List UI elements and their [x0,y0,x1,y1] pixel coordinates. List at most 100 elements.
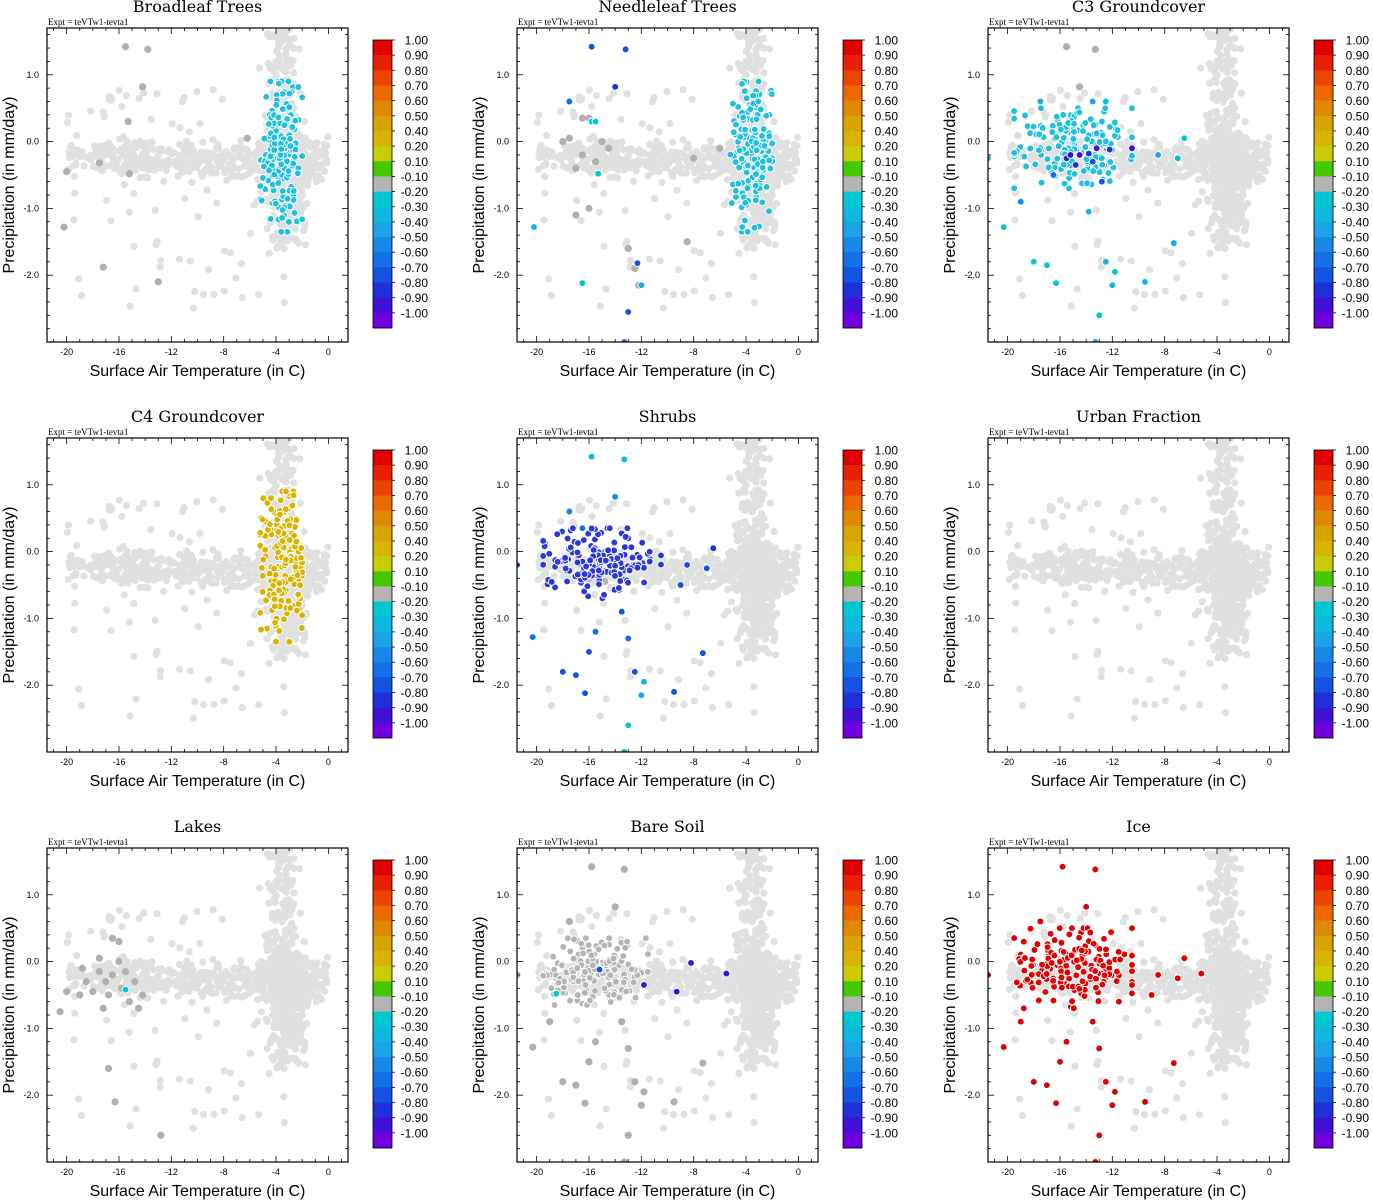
cluster-point [289,159,298,168]
background-point [708,293,717,302]
colorbar: 1.000.900.800.700.600.500.400.200.10-0.1… [372,34,428,329]
colorbar-label: -0.40 [1342,215,1370,229]
background-point [89,162,97,171]
background-point [1264,142,1272,150]
background-point [303,199,311,208]
colored-point [1173,154,1182,163]
gray-point [243,134,251,142]
background-point [1244,199,1252,208]
background-point [1242,149,1250,157]
background-point [1210,134,1218,143]
cluster-point [1128,151,1136,160]
background-point [739,236,747,244]
background-point [71,172,79,180]
background-point [782,177,790,186]
background-point [696,249,704,257]
background-point [600,242,608,250]
background-point [700,146,708,154]
background-point [315,152,323,160]
background-point [323,552,331,560]
background-point [291,225,300,233]
background-point [1077,161,1085,169]
colorbar-label: 0.10 [1346,155,1370,169]
colorbar-swatch [1314,267,1333,283]
background-point [80,162,88,170]
background-point [1229,83,1237,91]
cluster-point [285,218,293,226]
background-point [273,244,281,252]
background-point [226,249,234,257]
background-point [550,162,558,170]
colored-point [1101,97,1110,106]
background-point [147,115,155,123]
background-point [100,111,108,120]
cluster-point [283,115,291,123]
background-point [1167,249,1175,257]
colored-point [1036,97,1045,106]
cluster-point [1097,154,1106,163]
cluster-point [259,174,267,182]
background-point [272,47,280,55]
colorbar-swatch [843,146,862,162]
cluster-point [266,152,275,161]
background-point [214,550,222,558]
background-point [1207,118,1216,126]
background-point [295,45,304,53]
background-point [238,293,247,302]
background-point [760,69,768,77]
background-point [150,573,158,581]
x-axis-label: Surface Air Temperature (in C) [1031,363,1247,380]
cluster-point [751,196,760,205]
background-point [575,96,583,104]
background-point [321,158,329,167]
background-point [652,137,661,145]
background-point [690,168,699,176]
background-point [228,158,236,166]
y-tick-label: -2.0 [964,270,980,280]
background-point [182,547,191,555]
background-point [1161,287,1169,295]
cluster-point [1083,135,1091,144]
background-point [758,83,766,91]
background-point [715,153,723,161]
colorbar-label: 0.50 [1346,109,1370,123]
background-point [1171,146,1179,154]
background-point [1179,173,1187,181]
background-point [264,59,272,68]
gray-point [624,244,632,253]
x-tick-label: -8 [220,347,228,357]
points-layer [60,28,332,312]
background-point [245,153,253,161]
background-point [698,153,706,161]
background-point [109,566,118,574]
y-tick-label: 1.0 [26,70,39,80]
colorbar-swatch [1314,70,1333,86]
background-point [707,137,715,145]
background-point [228,153,236,161]
background-point [272,71,280,79]
background-point [130,242,138,250]
colorbar-swatch [843,191,862,208]
background-point [765,199,773,207]
background-point [595,208,603,216]
background-point [1213,47,1221,55]
background-point [245,563,253,571]
background-point [559,162,567,171]
cluster-point [1053,154,1062,163]
cluster-point [1106,158,1115,166]
background-point [71,582,79,590]
gray-point [1062,43,1071,51]
colorbar-swatch [373,237,392,253]
cluster-point [750,125,759,134]
cluster-point [1101,137,1110,146]
cluster-point [765,156,774,165]
background-point [682,169,690,177]
cluster-point [760,141,769,150]
background-point [1077,173,1085,182]
background-point [1004,118,1013,126]
background-point [212,169,220,177]
background-point [176,550,184,559]
background-point [175,568,183,576]
y-tick-label: -2.0 [23,270,39,280]
background-point [688,95,696,103]
